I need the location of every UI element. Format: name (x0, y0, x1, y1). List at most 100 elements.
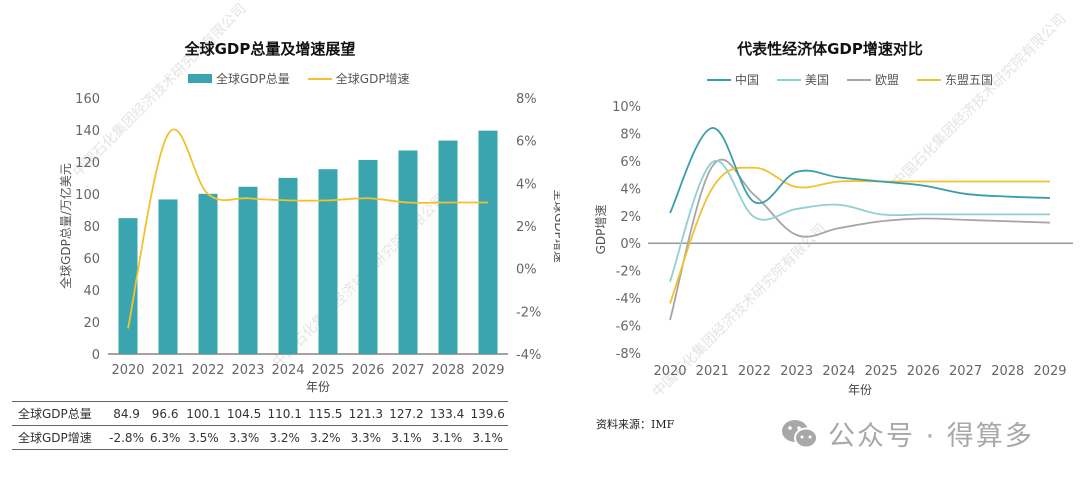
y-tick-label: -4% (616, 292, 641, 307)
x-tick-label: 2023 (231, 363, 264, 378)
series-line-2 (669, 158, 1051, 321)
bar (118, 218, 138, 354)
legend-item-gdp-total: 全球GDP总量 (188, 70, 290, 87)
table-cell: 3.1% (386, 425, 427, 450)
table-row: 全球GDP增速 -2.8% 6.3% 3.5% 3.3% 3.2% 3.2% 3.3% 3.1%… (12, 425, 508, 450)
x-tick-label: 2025 (865, 364, 898, 379)
left-chart-title: 全球GDP总量及增速展望 (184, 40, 356, 58)
x-tick-label: 2029 (471, 363, 504, 378)
table-row: 全球GDP总量 84.9 96.6 100.1 104.5 110.1 115.5 121.3… (12, 401, 508, 426)
bar (278, 177, 298, 354)
y-tick-label: 4% (620, 182, 641, 197)
table-cell: 104.5 (223, 401, 265, 426)
x-tick-label: 2021 (151, 363, 184, 378)
x-tick-label: 2027 (391, 363, 424, 378)
legend-swatch-line (707, 78, 731, 81)
x-axis-label: 年份 (848, 383, 872, 397)
y2-tick-label: -2% (516, 305, 541, 320)
legend-label: 美国 (805, 73, 830, 87)
y-tick-label: 160 (75, 92, 100, 107)
y-tick-label: 80 (83, 220, 100, 235)
table-cell: 6.3% (147, 425, 184, 450)
wechat-badge: 公众号 · 得算多 (780, 414, 1034, 453)
growth-line (127, 128, 488, 329)
gdp-data-table: 全球GDP总量 84.9 96.6 100.1 104.5 110.1 115.5 121.3… (12, 401, 508, 450)
x-tick-label: 2020 (653, 364, 686, 379)
legend-label: 中国 (735, 73, 760, 87)
wechat-account-label: 公众号 · 得算多 (828, 421, 1034, 452)
legend-label: 全球GDP总量 (216, 72, 290, 86)
y-tick-label: 2% (620, 210, 641, 225)
y-tick-label: 8% (620, 127, 641, 142)
table-cell: 110.1 (264, 401, 305, 426)
y2-tick-label: 6% (516, 135, 537, 150)
series-line-3 (669, 166, 1050, 304)
y-tick-label: 0% (620, 237, 641, 252)
x-tick-label: 2023 (780, 364, 813, 379)
y-tick-label: 40 (83, 284, 100, 299)
x-axis-label: 年份 (306, 380, 330, 394)
legend-item: 东盟五国 (917, 71, 993, 88)
table-cell: 3.2% (304, 425, 346, 450)
y-axis-label: 全球GDP总量/万亿美元 (58, 163, 73, 289)
bar (238, 186, 258, 354)
y2-tick-label: 8% (516, 92, 537, 107)
x-tick-label: 2026 (351, 363, 384, 378)
table-row-header: 全球GDP总量 (12, 401, 106, 426)
wechat-icon (782, 419, 818, 448)
bar (438, 140, 458, 354)
table-cell: 3.3% (345, 425, 387, 450)
right-chart-legend: 中国 美国 欧盟 东盟五国 (707, 71, 1005, 88)
bar (158, 199, 178, 354)
legend-item: 欧盟 (847, 71, 899, 88)
table-cell: 3.1% (467, 425, 508, 450)
table-cell: 3.3% (223, 425, 265, 450)
table-row-header: 全球GDP增速 (12, 425, 106, 450)
x-tick-label: 2024 (822, 364, 855, 379)
legend-swatch-line (777, 78, 802, 81)
table-cell: 139.6 (467, 401, 508, 426)
y2-tick-label: -4% (516, 348, 541, 363)
legend-label: 全球GDP增速 (335, 72, 410, 86)
table-cell: 100.1 (183, 401, 224, 426)
y-tick-label: -8% (616, 347, 641, 362)
y-tick-label: 100 (75, 188, 100, 203)
x-tick-label: 2022 (738, 364, 771, 379)
y-tick-label: -6% (616, 320, 641, 335)
x-tick-label: 2022 (191, 363, 224, 378)
y-tick-label: 0 (92, 348, 100, 363)
legend-item-gdp-growth: 全球GDP增速 (307, 70, 410, 87)
y-axis-label: GDP增速 (594, 205, 608, 255)
y-tick-label: 20 (83, 316, 100, 331)
left-chart: 0 20 40 60 80 100 120 140 160 -4% -2% 0% 2% 4% 6% 8% 202… (58, 92, 560, 394)
source-note: 资料来源：IMF (596, 418, 675, 431)
y2-tick-label: 0% (516, 263, 537, 278)
y2-tick-label: 2% (516, 220, 537, 235)
legend-item: 中国 (707, 71, 759, 88)
bar (318, 169, 338, 354)
table-cell: 3.2% (264, 425, 305, 450)
x-tick-label: 2021 (696, 364, 729, 379)
legend-label: 欧盟 (875, 73, 900, 87)
table-cell: 3.5% (183, 425, 224, 450)
x-tick-label: 2020 (111, 363, 144, 378)
legend-item: 美国 (777, 71, 829, 88)
series-line-0 (669, 127, 1051, 214)
y-tick-label: 10% (612, 100, 641, 115)
right-chart: -8% -6% -4% -2% 0% 2% 4% 6% 8% 10% 2020 2021 2022 202… (594, 100, 1073, 397)
x-tick-label: 2025 (311, 363, 344, 378)
series-line-1 (669, 159, 1050, 282)
legend-swatch-line (917, 78, 942, 81)
bar (198, 193, 218, 354)
bar (478, 130, 498, 354)
y-tick-label: 60 (83, 252, 100, 267)
table-cell: 84.9 (106, 401, 148, 426)
y-tick-label: 6% (620, 155, 641, 170)
y-tick-label: 120 (75, 156, 100, 171)
y-tick-label: -2% (616, 265, 641, 280)
table-cell: 3.1% (426, 425, 468, 450)
table-cell: 127.2 (386, 401, 427, 426)
table-cell: 96.6 (147, 401, 184, 426)
x-tick-label: 2028 (991, 364, 1024, 379)
table-cell: -2.8% (106, 425, 148, 450)
